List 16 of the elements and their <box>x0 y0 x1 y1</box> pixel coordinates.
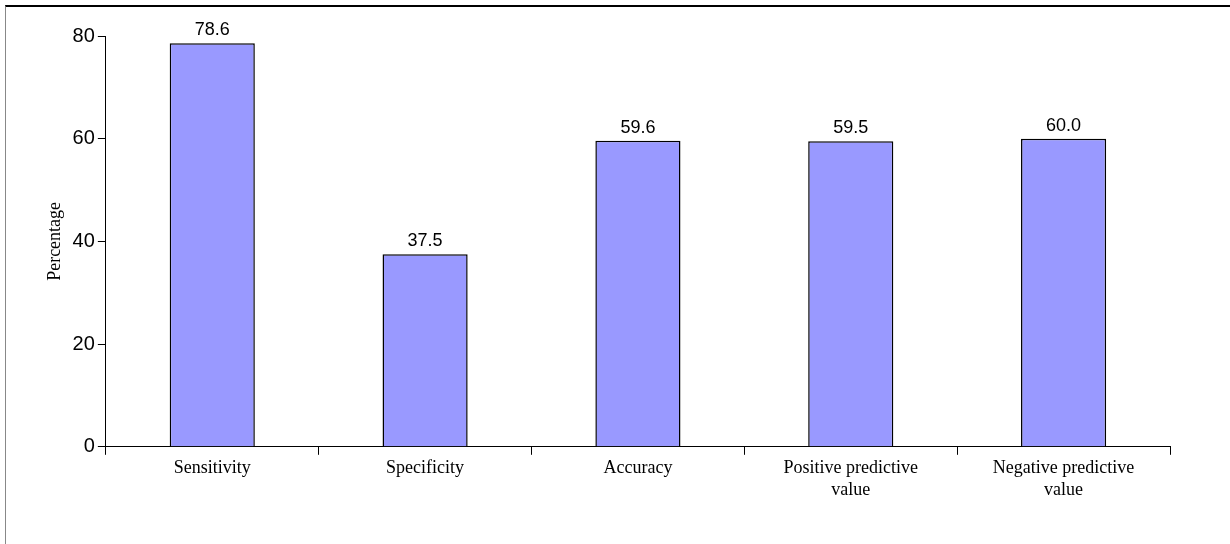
y-tick-label: 40 <box>72 228 95 251</box>
data-label: 78.6 <box>194 19 230 40</box>
y-tick-label: 0 <box>83 434 95 457</box>
data-label: 59.5 <box>833 117 869 138</box>
x-tick-label: Sensitivity <box>173 457 251 478</box>
y-tick-label: 80 <box>72 23 95 46</box>
data-label: 37.5 <box>407 230 443 251</box>
y-tick-label: 60 <box>72 126 95 149</box>
x-tick-label: Negative predictive value <box>992 457 1135 499</box>
y-tick-label: 20 <box>72 331 95 354</box>
x-tick-label: Specificity <box>386 457 465 478</box>
x-tick-label: Accuracy <box>603 457 673 478</box>
data-label: 60.0 <box>1046 114 1082 135</box>
data-label: 59.6 <box>620 116 656 137</box>
x-tick-label: Positive predictive value <box>783 457 918 499</box>
y-axis-title: Percentage <box>43 201 64 281</box>
